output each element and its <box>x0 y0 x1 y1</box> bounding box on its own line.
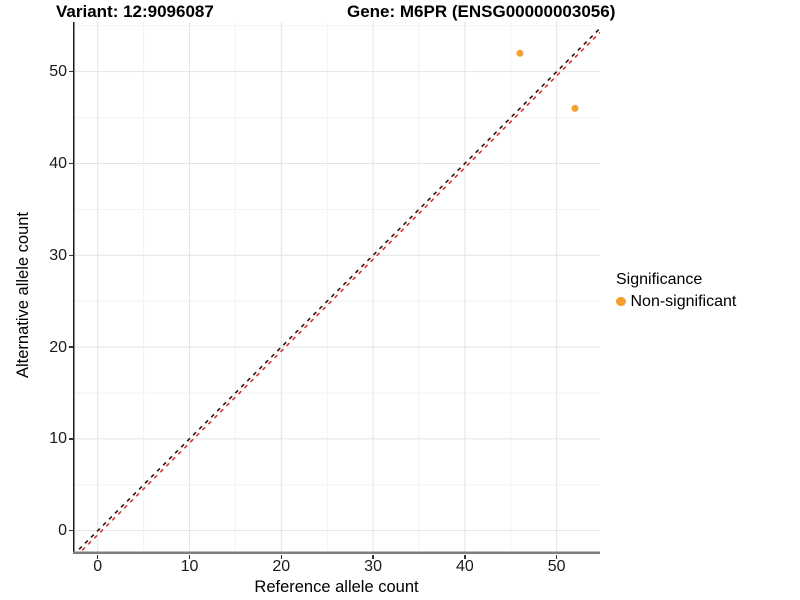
y-tick-label: 30 <box>49 246 67 264</box>
x-tick-mark <box>464 554 466 559</box>
y-tick-label: 0 <box>58 522 67 540</box>
plot-canvas <box>73 22 600 554</box>
x-axis-title: Reference allele count <box>254 578 419 596</box>
legend-title: Significance <box>616 271 703 288</box>
data-point <box>516 49 524 57</box>
legend: Significance Non-significant <box>616 270 736 311</box>
plot-panel <box>73 22 600 554</box>
identity-line <box>73 27 600 554</box>
x-tick-mark <box>372 554 374 559</box>
y-tick-mark <box>68 162 73 165</box>
y-tick-label: 10 <box>49 430 67 448</box>
variant-title: Variant: 12:9096087 <box>56 2 214 21</box>
x-tick-mark <box>280 554 283 559</box>
y-tick-mark <box>68 438 73 440</box>
legend-items: Non-significant <box>616 292 736 311</box>
data-point <box>571 104 579 112</box>
y-tick-label: 40 <box>49 154 67 172</box>
y-axis-title: Alternative allele count <box>14 211 32 379</box>
x-tick-mark <box>96 554 99 559</box>
y-tick-mark <box>68 254 73 257</box>
y-tick-mark <box>68 346 73 348</box>
x-tick-label: 10 <box>180 558 199 575</box>
x-tick-label: 30 <box>364 558 382 575</box>
x-tick-label: 20 <box>272 558 291 575</box>
y-tick-mark <box>68 70 73 73</box>
y-tick-label: 50 <box>49 63 67 81</box>
x-tick-label: 40 <box>455 558 474 575</box>
legend-label: Non-significant <box>630 293 737 310</box>
fit-line <box>77 31 600 554</box>
y-tick-mark <box>68 529 73 532</box>
x-tick-mark <box>555 554 558 559</box>
legend-point-icon <box>616 296 626 307</box>
x-tick-mark <box>188 554 191 559</box>
gene-title: Gene: M6PR (ENSG00000003056) <box>347 2 616 21</box>
legend-item: Non-significant <box>616 292 736 311</box>
y-tick-label: 20 <box>49 338 67 356</box>
x-tick-label: 50 <box>547 558 566 575</box>
x-tick-label: 0 <box>93 558 103 575</box>
